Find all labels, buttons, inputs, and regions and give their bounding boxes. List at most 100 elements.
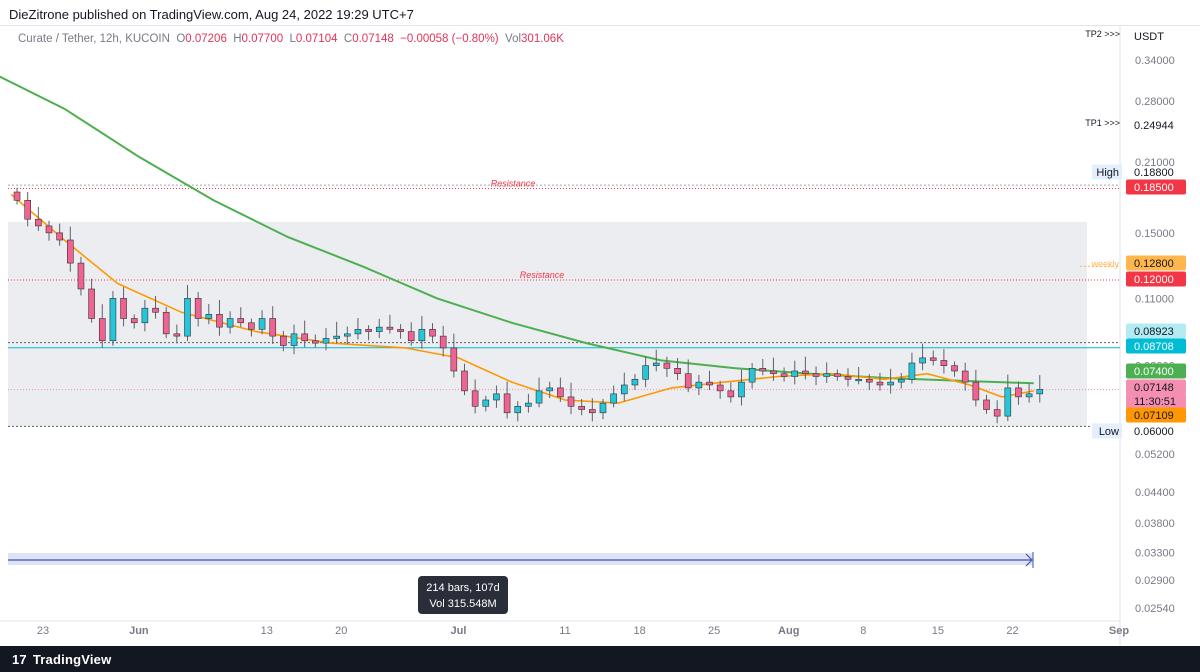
tradingview-logo[interactable]: 17 TradingView — [12, 652, 111, 667]
y-tick-label: 0.11000 — [1135, 293, 1174, 305]
candle-body — [152, 307, 159, 313]
candle-body — [791, 370, 799, 377]
candle-body — [258, 318, 266, 330]
candle-body — [748, 368, 756, 383]
candle-body — [514, 405, 522, 414]
candle-body — [173, 333, 181, 337]
close-label: C — [343, 33, 353, 45]
price-tag-label-bg — [1092, 164, 1122, 180]
volume-label: Vol — [505, 33, 522, 45]
candle-body — [951, 365, 958, 372]
candle-body — [301, 333, 308, 342]
price-tag — [1126, 407, 1186, 423]
price-tag — [1126, 393, 1186, 409]
candle-body — [546, 387, 554, 392]
candle-body — [471, 390, 479, 407]
candle-body — [887, 381, 894, 386]
price-tag — [1126, 363, 1186, 379]
price-chart[interactable]: Resistance Resistance 214 bars, 107d Vol 31… — [0, 26, 1200, 646]
footer-bar: 17 TradingView — [0, 646, 1200, 672]
price-tag-value: 0.08708 — [1134, 341, 1174, 353]
price-tag-value: 0.07109 — [1134, 410, 1174, 422]
open-value: 0.07206 — [185, 33, 227, 45]
candle-body — [684, 373, 692, 389]
candle-body — [812, 373, 820, 377]
price-tag-value: 0.12800 — [1134, 258, 1174, 270]
price-tag-value: 0.07400 — [1134, 366, 1174, 378]
candle-body — [1025, 393, 1033, 398]
x-tick-label: Jun — [129, 625, 149, 637]
candle-body — [823, 373, 831, 377]
candle-body — [141, 307, 149, 324]
measure-tooltip — [418, 576, 508, 614]
candle-body — [1015, 387, 1022, 398]
price-tag-label-bg — [1092, 423, 1122, 439]
candle-body — [120, 298, 127, 319]
price-tag — [1126, 271, 1186, 287]
low-label: L — [289, 33, 296, 45]
candle-body — [450, 347, 458, 372]
candle-body — [802, 370, 809, 375]
candle-body — [98, 318, 106, 342]
price-tag — [1126, 179, 1186, 195]
measure-range-bar — [8, 553, 1033, 565]
candle-body — [280, 335, 287, 346]
price-tag — [1126, 379, 1186, 395]
candle-body — [162, 311, 170, 335]
candle-body — [333, 335, 340, 339]
chart-area[interactable]: Resistance Resistance 214 bars, 107d Vol 31… — [0, 26, 1200, 646]
candle-body — [770, 370, 777, 375]
x-tick-label: 13 — [261, 625, 273, 637]
tradingview-logo-icon: 17 — [12, 652, 27, 667]
x-tick-label: Jul — [451, 625, 467, 637]
candle-body — [77, 262, 85, 290]
candle-body — [290, 333, 298, 346]
brand-name: TradingView — [32, 652, 112, 667]
resistance-label: Resistance — [491, 179, 536, 189]
candle-body — [663, 362, 671, 369]
candle-body — [109, 298, 117, 342]
candle-body — [567, 396, 575, 407]
symbol-name[interactable]: Curate / Tether, 12h, KUCOIN — [18, 33, 170, 45]
price-tag-value: 11:30:51 — [1134, 396, 1176, 408]
candle-body — [343, 333, 351, 337]
candle-body — [557, 387, 564, 398]
candle-body — [194, 298, 202, 319]
high-value: 0.07700 — [241, 33, 284, 45]
candle-body — [35, 218, 42, 227]
candle-body — [1004, 387, 1012, 417]
x-tick-label: 22 — [1006, 625, 1018, 637]
candle-body — [407, 331, 415, 342]
publisher-bar: DieZitrone published on TradingView.com,… — [0, 0, 1200, 26]
candle-body — [940, 360, 948, 366]
tp-label: TP2 >>> — [1085, 29, 1120, 39]
candle-body — [482, 399, 490, 407]
candle-body — [716, 384, 724, 392]
candle-body — [919, 357, 926, 364]
candle-body — [674, 368, 681, 375]
price-tag-value: USDT — [1134, 31, 1164, 43]
candle-body — [993, 409, 1001, 417]
y-tick-label: 0.04400 — [1135, 487, 1175, 499]
candle-body — [972, 381, 980, 401]
candle-body — [652, 362, 660, 366]
price-tag-label: Low — [1099, 426, 1119, 438]
candle-body — [439, 335, 447, 349]
x-tick-label: 23 — [37, 625, 49, 637]
price-tag-label: High — [1096, 167, 1119, 179]
price-tag-value: 0.06000 — [1134, 426, 1174, 438]
candle-body — [67, 239, 74, 264]
close-value: 0.07148 — [352, 33, 394, 45]
candle-body — [429, 329, 436, 337]
candle-body — [1036, 389, 1044, 395]
candle-body — [525, 402, 532, 407]
x-tick-label: 18 — [633, 625, 645, 637]
candle-body — [205, 314, 213, 319]
candle-body — [237, 318, 245, 324]
candle-body — [45, 225, 53, 234]
candle-body — [855, 378, 862, 382]
candle-body — [461, 370, 468, 392]
candle-body — [876, 381, 884, 386]
y-tick-label: 0.02540 — [1135, 603, 1175, 615]
price-tag-value: 0.18800 — [1134, 167, 1174, 179]
